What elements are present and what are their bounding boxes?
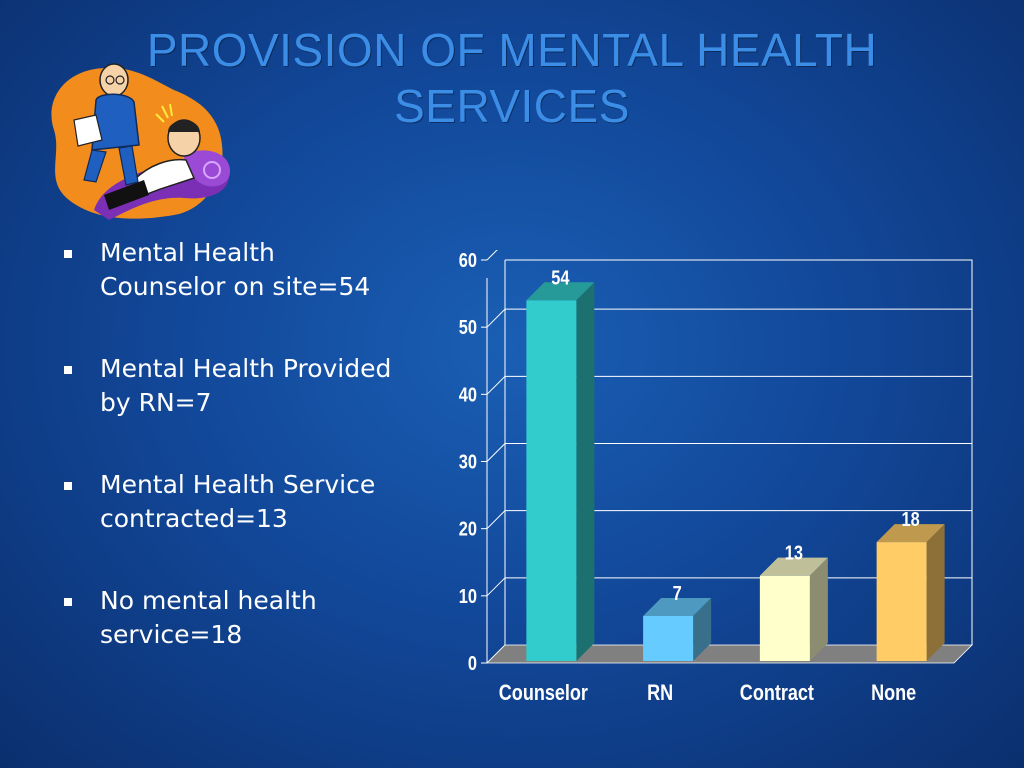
- bullet-item: Mental Health Service contracted=13: [60, 468, 440, 536]
- gridline: [486, 250, 498, 261]
- y-tick-label: 60: [459, 250, 477, 271]
- gridline: [486, 443, 972, 462]
- bullet-text-line-1: Mental Health Provided: [100, 354, 392, 383]
- bullet-text-line-2: contracted=13: [100, 504, 288, 533]
- bullet-text-line-1: No mental health: [100, 586, 317, 615]
- gridline: [486, 308, 972, 328]
- y-tick-label: 30: [459, 450, 477, 473]
- bar-top: [643, 597, 712, 616]
- y-tick-label: 50: [459, 316, 477, 339]
- bullet-text-line-1: Mental Health Service: [100, 470, 376, 499]
- bar: [643, 615, 694, 661]
- slide-title: PROVISION OF MENTAL HEALTH SERVICES: [0, 22, 1024, 134]
- bar-side: [693, 597, 712, 661]
- x-tick-label: None: [871, 681, 916, 705]
- bullet-item: No mental health service=18: [60, 584, 440, 652]
- bar-chart: 0 10 20 30 40 50 60 54 Counselor 7 RN 13 Contract 18 N…: [459, 250, 973, 705]
- x-tick-label: Contract: [740, 681, 814, 705]
- therapist-patient-icon: [51, 63, 231, 220]
- data-label: 7: [673, 581, 682, 604]
- slide-title-line-1: PROVISION OF MENTAL HEALTH: [146, 24, 878, 76]
- y-tick-label: 40: [459, 383, 477, 406]
- x-tick-label: Counselor: [499, 681, 588, 705]
- bar: [526, 300, 577, 661]
- chart-floor: [486, 644, 973, 664]
- y-tick-label: 10: [459, 584, 477, 607]
- bar-side: [576, 282, 595, 661]
- bar-top: [876, 524, 945, 543]
- bullet-text-line-2: service=18: [100, 620, 243, 649]
- bullet-text-line-1: Mental Health: [100, 238, 275, 267]
- bar-top: [759, 557, 828, 576]
- bullet-square-icon: [64, 598, 72, 606]
- bullet-square-icon: [64, 250, 72, 258]
- bullet-square-icon: [64, 482, 72, 490]
- bullet-item: Mental Health Counselor on site=54: [60, 236, 440, 304]
- data-label: 18: [902, 508, 920, 531]
- x-tick-label: RN: [647, 681, 673, 705]
- bar-side: [809, 557, 828, 661]
- bar-side: [926, 524, 945, 661]
- slide-title-line-2: SERVICES: [394, 80, 630, 132]
- bullet-item: Mental Health Provided by RN=7: [60, 352, 440, 420]
- bar: [876, 542, 927, 661]
- gridline: [486, 510, 972, 530]
- bar: [759, 575, 810, 661]
- data-label: 13: [785, 541, 803, 564]
- data-label: 54: [551, 266, 570, 289]
- bar-top: [526, 282, 595, 301]
- bullet-text-line-2: by RN=7: [100, 388, 212, 417]
- y-tick-label: 20: [459, 517, 477, 540]
- bullet-text-line-2: Counselor on site=54: [100, 272, 371, 301]
- gridline: [486, 375, 972, 395]
- bullet-list: Mental Health Counselor on site=54 Mental…: [60, 236, 440, 700]
- bullet-square-icon: [64, 366, 72, 374]
- y-tick-label: 0: [468, 651, 477, 674]
